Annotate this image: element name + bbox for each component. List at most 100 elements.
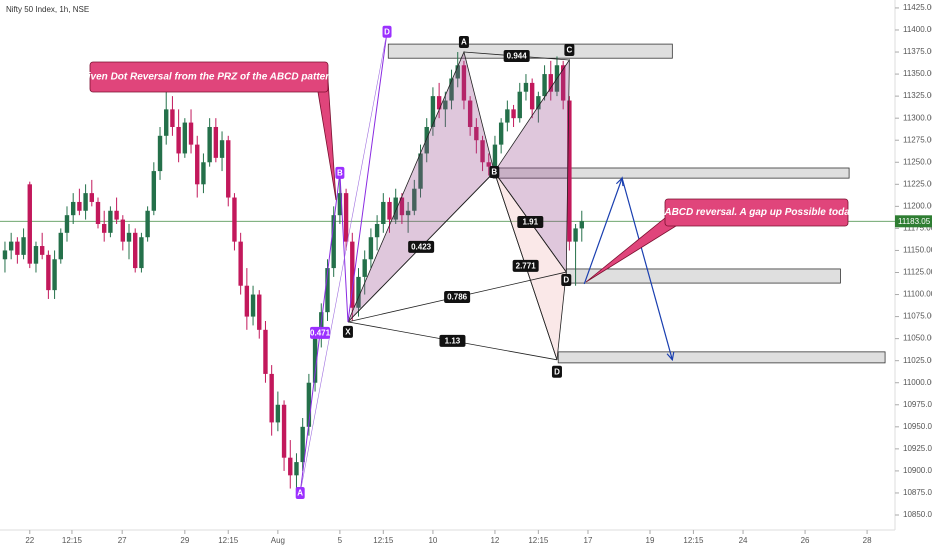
label-tag: A — [458, 36, 469, 49]
label-box — [561, 274, 572, 287]
candle-body — [511, 109, 516, 119]
candle-body — [46, 254, 51, 291]
label-text: X — [345, 327, 351, 336]
candle-body — [226, 140, 231, 198]
label-box — [489, 165, 500, 178]
label-tag: D — [551, 365, 562, 378]
label-box — [310, 326, 331, 339]
candle-body — [83, 193, 88, 211]
label-text: 0.423 — [411, 243, 432, 252]
y-tick-label: 11225.00 — [903, 179, 932, 188]
x-tick-label: 22 — [25, 536, 34, 545]
x-tick-label: 27 — [118, 536, 127, 545]
x-tick-label: Aug — [271, 536, 285, 545]
x-tick-label: 29 — [180, 536, 189, 545]
label-text: 2.771 — [516, 261, 537, 270]
label-text: 0.944 — [507, 52, 528, 61]
candle-body — [58, 232, 63, 260]
candle-body — [480, 140, 485, 163]
callout-text: XABCD reversal. A gap up Possible today — [657, 207, 856, 218]
label-text: B — [491, 168, 497, 177]
label-text: B — [337, 168, 343, 177]
candle-body — [213, 126, 219, 158]
y-tick-label: 11050.00 — [903, 334, 932, 343]
label-text: A — [461, 38, 467, 47]
candle-body — [8, 241, 14, 251]
candle-body — [157, 135, 163, 172]
x-tick-label: 12:15 — [62, 536, 83, 545]
candle-body — [474, 126, 479, 141]
label-box — [512, 259, 539, 272]
x-tick-label: 28 — [863, 536, 872, 545]
x-tick-label: 12 — [490, 536, 499, 545]
callout-text: Given Dot Reversal from the PRZ of the A… — [80, 72, 338, 83]
candle-body — [393, 197, 398, 220]
candle-body — [207, 126, 212, 163]
candle-body — [95, 201, 101, 224]
y-tick-label: 11275.00 — [903, 135, 932, 144]
label-tag: X — [342, 325, 353, 338]
label-text: 0.471 — [310, 329, 331, 338]
last-price-box — [895, 215, 932, 228]
candle-body — [443, 100, 448, 110]
candle-body — [133, 232, 138, 269]
label-box — [342, 325, 353, 338]
candle-body — [39, 246, 45, 255]
candle-body — [467, 100, 473, 127]
candle-body — [257, 294, 262, 330]
label-box — [458, 36, 469, 49]
candle-body — [536, 96, 541, 110]
y-tick-label: 11300.00 — [903, 113, 932, 122]
label-tag: D — [561, 274, 572, 287]
candle-body — [33, 246, 39, 264]
candle-body — [238, 241, 243, 286]
y-tick-label: 11375.00 — [903, 47, 932, 56]
x-tick-label: 12:15 — [683, 536, 704, 545]
candle-body — [368, 237, 374, 260]
label-tag: B — [335, 166, 345, 179]
zone — [557, 351, 886, 364]
candle-body — [486, 162, 491, 167]
candle-body — [424, 126, 429, 154]
label-tag: 0.944 — [503, 49, 530, 62]
candle-body — [114, 210, 119, 220]
label-tag: 0.471 — [310, 326, 331, 339]
label-box — [295, 486, 305, 499]
candle-body — [195, 144, 200, 185]
candle-body — [219, 140, 225, 158]
label-text: D — [554, 367, 560, 376]
candle-body — [300, 426, 305, 463]
candle-body — [269, 373, 274, 423]
y-tick-label: 11350.00 — [903, 69, 932, 78]
candle-body — [498, 122, 504, 145]
y-tick-label: 10850.00 — [903, 510, 932, 519]
abcd-line — [299, 31, 388, 494]
candle-body — [145, 210, 150, 238]
candle-body — [250, 294, 256, 317]
y-tick-label: 11000.00 — [903, 378, 932, 387]
label-box — [564, 43, 575, 56]
candle-body — [306, 382, 312, 427]
candle-body — [52, 259, 57, 291]
label-box — [517, 216, 544, 229]
label-box — [503, 49, 530, 62]
candle-body — [182, 122, 188, 154]
x-tick-label: 12:15 — [218, 536, 239, 545]
y-tick-label: 10975.00 — [903, 400, 932, 409]
candle-body — [505, 109, 510, 123]
candle-body — [77, 201, 82, 211]
candle-body — [101, 223, 107, 233]
label-tag: A — [295, 486, 305, 499]
candle-body — [70, 201, 76, 216]
candle-body — [27, 184, 32, 264]
candle-body — [325, 268, 330, 313]
candle-body — [362, 259, 367, 277]
y-tick-label: 11425.00 — [903, 3, 932, 12]
candle-body — [120, 219, 126, 242]
candle-body — [275, 404, 281, 423]
candle-body — [331, 215, 336, 269]
label-box — [551, 365, 562, 378]
y-tick-label: 10950.00 — [903, 422, 932, 431]
candle-body — [281, 404, 287, 458]
